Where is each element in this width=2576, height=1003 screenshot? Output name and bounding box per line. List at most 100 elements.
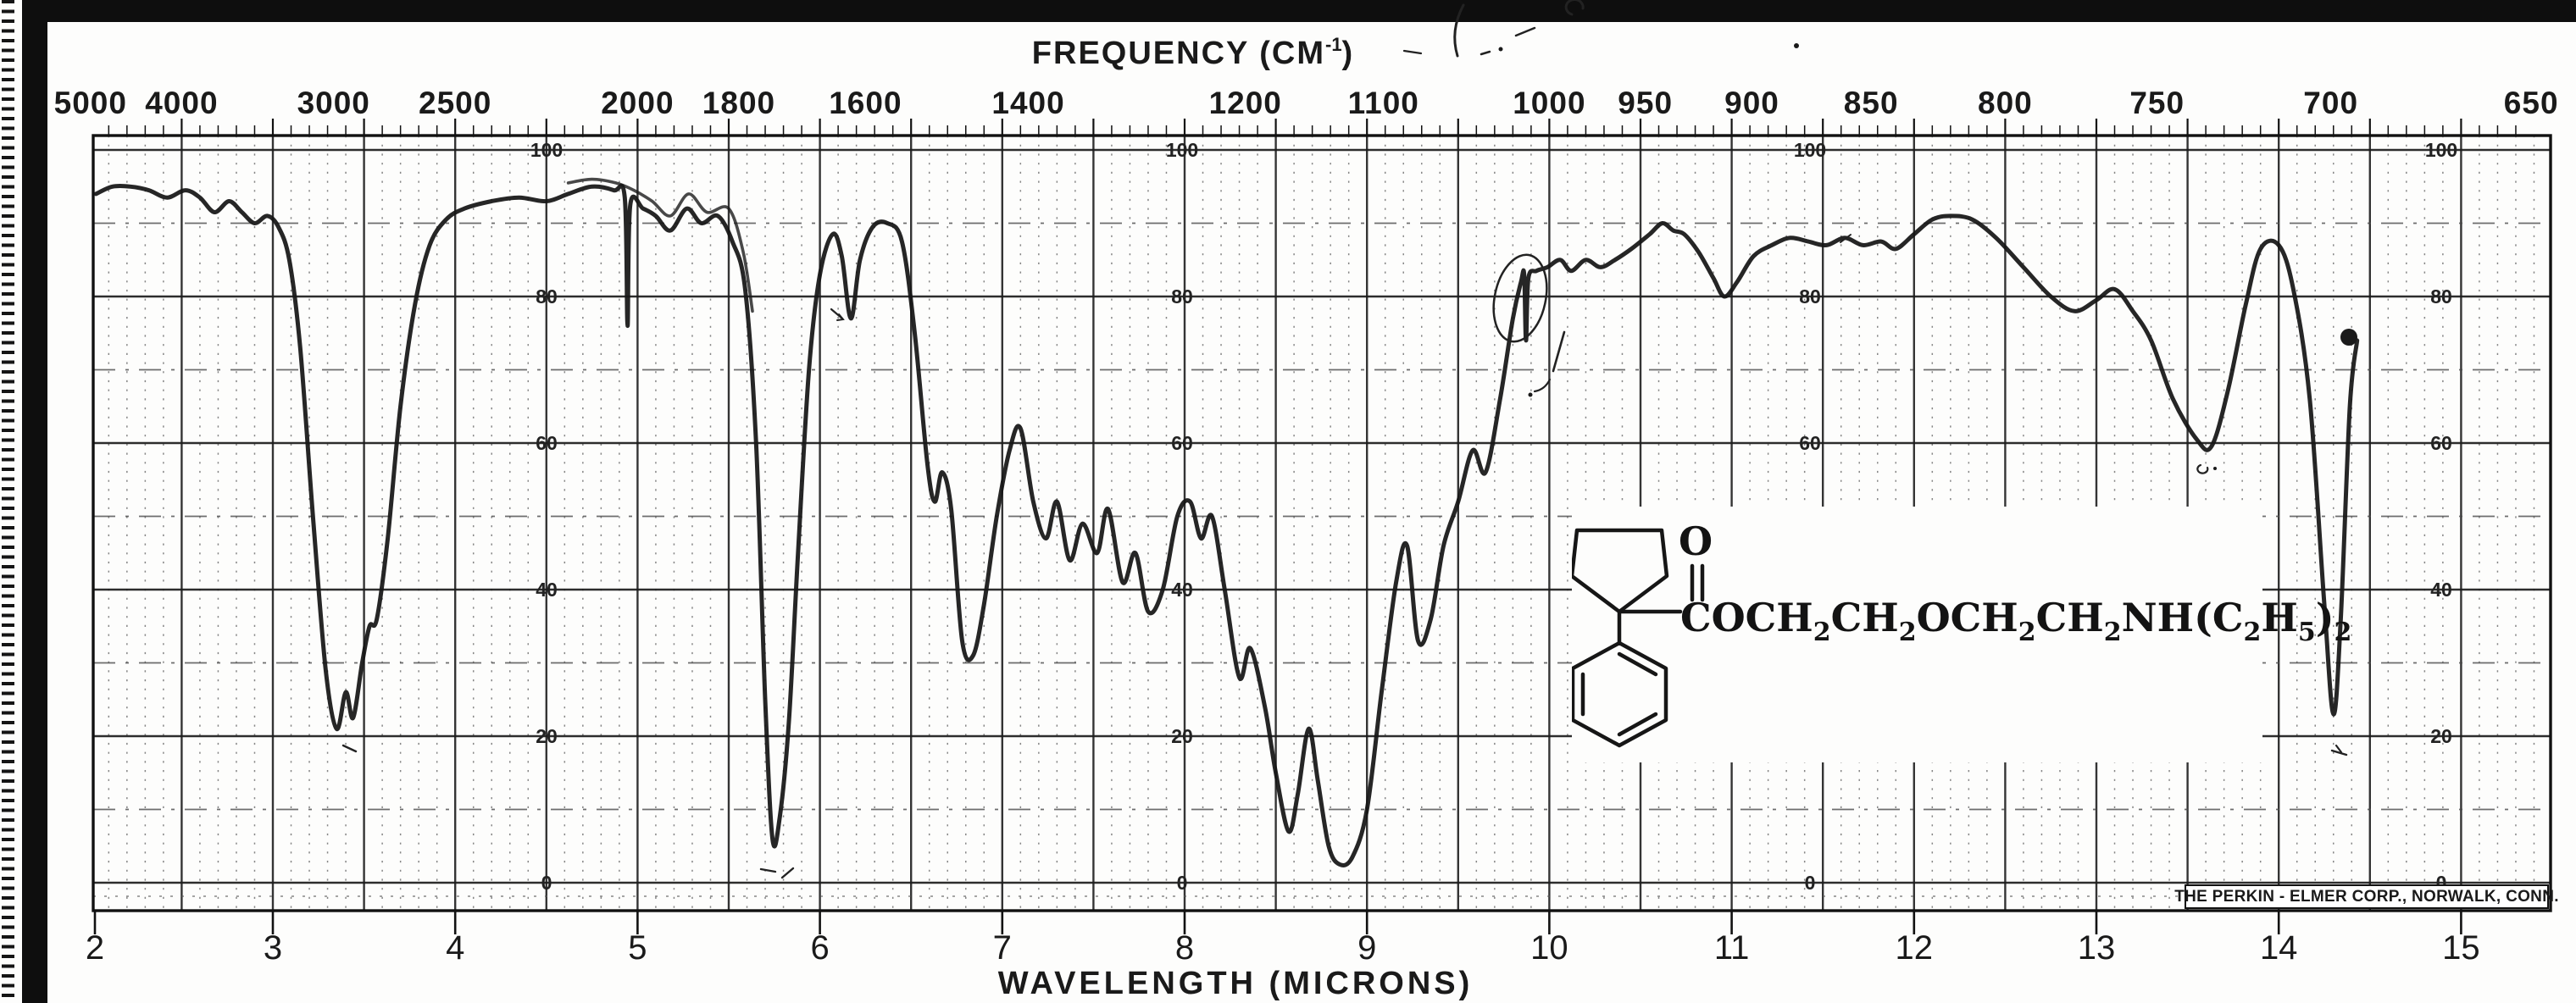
formula-segment: NH(C — [2121, 595, 2244, 640]
pen-squiggle-mark — [2330, 749, 2348, 756]
frequency-tick-label: 900 — [1724, 86, 1779, 120]
formula-segment: COCH — [1680, 595, 1813, 640]
transmittance-tick-label: 80 — [1171, 285, 1193, 308]
pen-squiggle-mark — [341, 744, 358, 753]
scan-edge-perforation — [2, 0, 14, 1003]
frequency-tick-label: 5000 — [53, 86, 127, 120]
structure-drawing — [1572, 528, 1705, 748]
spectrum-retrace — [566, 177, 754, 313]
formula-subscript: 2 — [2334, 618, 2352, 647]
frequency-tick-label: 1200 — [1208, 86, 1282, 120]
transmittance-tick-label: 80 — [1799, 285, 1821, 308]
transmittance-tick-label: 0 — [541, 872, 552, 894]
top-axis-title-text: FREQUENCY (CM — [1031, 36, 1325, 71]
transmittance-tick-label: 40 — [2430, 579, 2452, 601]
transmittance-tick-label: 60 — [1171, 432, 1193, 454]
frequency-tick-label: 4000 — [145, 86, 219, 120]
pen-ink-blob — [2340, 329, 2357, 346]
transmittance-tick-label: 60 — [1799, 432, 1821, 454]
pen-dot-mark — [2213, 467, 2217, 470]
frequency-tick-label: 700 — [2303, 86, 2359, 120]
benzene-double-bond-1 — [1617, 651, 1658, 677]
frequency-tick-label: 850 — [1843, 86, 1899, 120]
transmittance-tick-label: 20 — [536, 725, 558, 747]
benzene-ring — [1572, 640, 1668, 748]
scan-edge-black-bar — [22, 0, 47, 1003]
formula-segment: CH — [2035, 595, 2104, 640]
wavelength-tick-label: 8 — [1174, 929, 1195, 967]
pen-squiggle-mark — [1840, 234, 1852, 243]
formula-subscript: 5 — [2297, 618, 2316, 647]
bottom-axis-title: WAVELENGTH (MICRONS) — [997, 966, 1474, 1001]
frequency-tick-label: 1100 — [1347, 86, 1419, 120]
frequency-tick-label: 750 — [2129, 86, 2185, 120]
chemical-structure-annotation: O COCH2CH2OCH2CH2NH(C2H5)2 — [1572, 507, 2351, 762]
wavelength-tick-label: 12 — [1895, 929, 1934, 967]
transmittance-tick-label: 20 — [1171, 725, 1193, 747]
wavelength-tick-label: 7 — [992, 929, 1012, 967]
pen-squiggle-mark — [780, 867, 795, 879]
pen-squiggle-mark — [836, 313, 845, 321]
transmittance-tick-label: 20 — [2430, 725, 2452, 747]
chemical-formula-text: COCH2CH2OCH2CH2NH(C2H5)2 — [1680, 595, 2351, 647]
frequency-tick-label: 1800 — [702, 86, 776, 120]
plot-border — [92, 134, 2552, 912]
transmittance-tick-label: 60 — [2430, 432, 2452, 454]
wavelength-tick-label: 3 — [263, 929, 283, 967]
top-axis-title: FREQUENCY (CM-1) — [1032, 34, 1354, 72]
frequency-tick-label: 3000 — [297, 86, 370, 120]
formula-subscript: 2 — [2243, 618, 2262, 647]
wavelength-tick-label: 14 — [2259, 929, 2298, 967]
frequency-tick-label: 2000 — [601, 86, 675, 120]
formula-subscript: 2 — [2018, 618, 2036, 647]
transmittance-tick-label: 100 — [530, 139, 563, 161]
transmittance-tick-label: 100 — [1166, 139, 1198, 161]
perkin-elmer-credit-box: THE PERKIN - ELMER CORP., NORWALK, CONN. — [2174, 884, 2559, 909]
transmittance-tick-label: 80 — [2430, 285, 2452, 308]
wavelength-tick-label: 15 — [2442, 929, 2480, 967]
transmittance-tick-label: 100 — [1794, 139, 1826, 161]
frequency-tick-label: 1400 — [991, 86, 1065, 120]
pen-squiggle-mark — [1564, 0, 1585, 16]
pen-squiggle-mark — [1480, 50, 1491, 56]
pen-squiggle-mark — [1552, 330, 1566, 373]
transmittance-tick-label: 40 — [1171, 579, 1193, 601]
pen-squiggle-mark — [2334, 744, 2343, 754]
transmittance-tick-label: 80 — [536, 285, 558, 308]
formula-segment: ) — [2315, 595, 2334, 640]
wavelength-tick-label: 4 — [446, 929, 465, 967]
pen-dot-mark — [1498, 47, 1503, 52]
pen-squiggle-mark — [1453, 3, 1465, 58]
formula-segment: OCH — [1916, 595, 2018, 640]
formula-segment: CH — [1830, 595, 1899, 640]
pen-circle-annotation — [1492, 253, 1548, 343]
transmittance-tick-label: 40 — [536, 579, 558, 601]
top-axis-title-superscript: -1 — [1324, 34, 1342, 55]
frequency-tick-label: 650 — [2503, 86, 2559, 120]
formula-subscript: 2 — [1898, 618, 1917, 647]
formula-subscript: 2 — [1813, 618, 1831, 647]
spectrum-trace — [93, 183, 2360, 867]
frequency-tick-label: 1600 — [829, 86, 902, 120]
top-axis-title-close: ) — [1341, 36, 1355, 71]
transmittance-tick-label: 60 — [536, 432, 558, 454]
wavelength-tick-label: 2 — [85, 929, 105, 967]
wavelength-tick-label: 13 — [2077, 929, 2116, 967]
transmittance-tick-label: 0 — [1177, 872, 1188, 894]
pen-squiggle-mark — [1402, 49, 1423, 55]
perkin-elmer-credit-text: THE PERKIN - ELMER CORP., NORWALK, CONN. — [2174, 887, 2559, 906]
pen-dot-mark — [1794, 43, 1799, 48]
frequency-tick-label: 2500 — [419, 86, 492, 120]
frequency-tick-label: 950 — [1618, 86, 1674, 120]
pen-squiggle-mark — [1533, 378, 1552, 393]
formula-segment: H — [2261, 595, 2298, 640]
frequency-tick-label: 800 — [1978, 86, 2033, 120]
cyclopentane-ring — [1572, 528, 1669, 614]
pen-squiggle-mark — [2196, 463, 2209, 474]
wavelength-tick-label: 9 — [1357, 929, 1377, 967]
formula-subscript: 2 — [2103, 618, 2122, 647]
transmittance-tick-label: 0 — [1805, 872, 1816, 894]
pen-squiggle-mark — [759, 867, 777, 873]
